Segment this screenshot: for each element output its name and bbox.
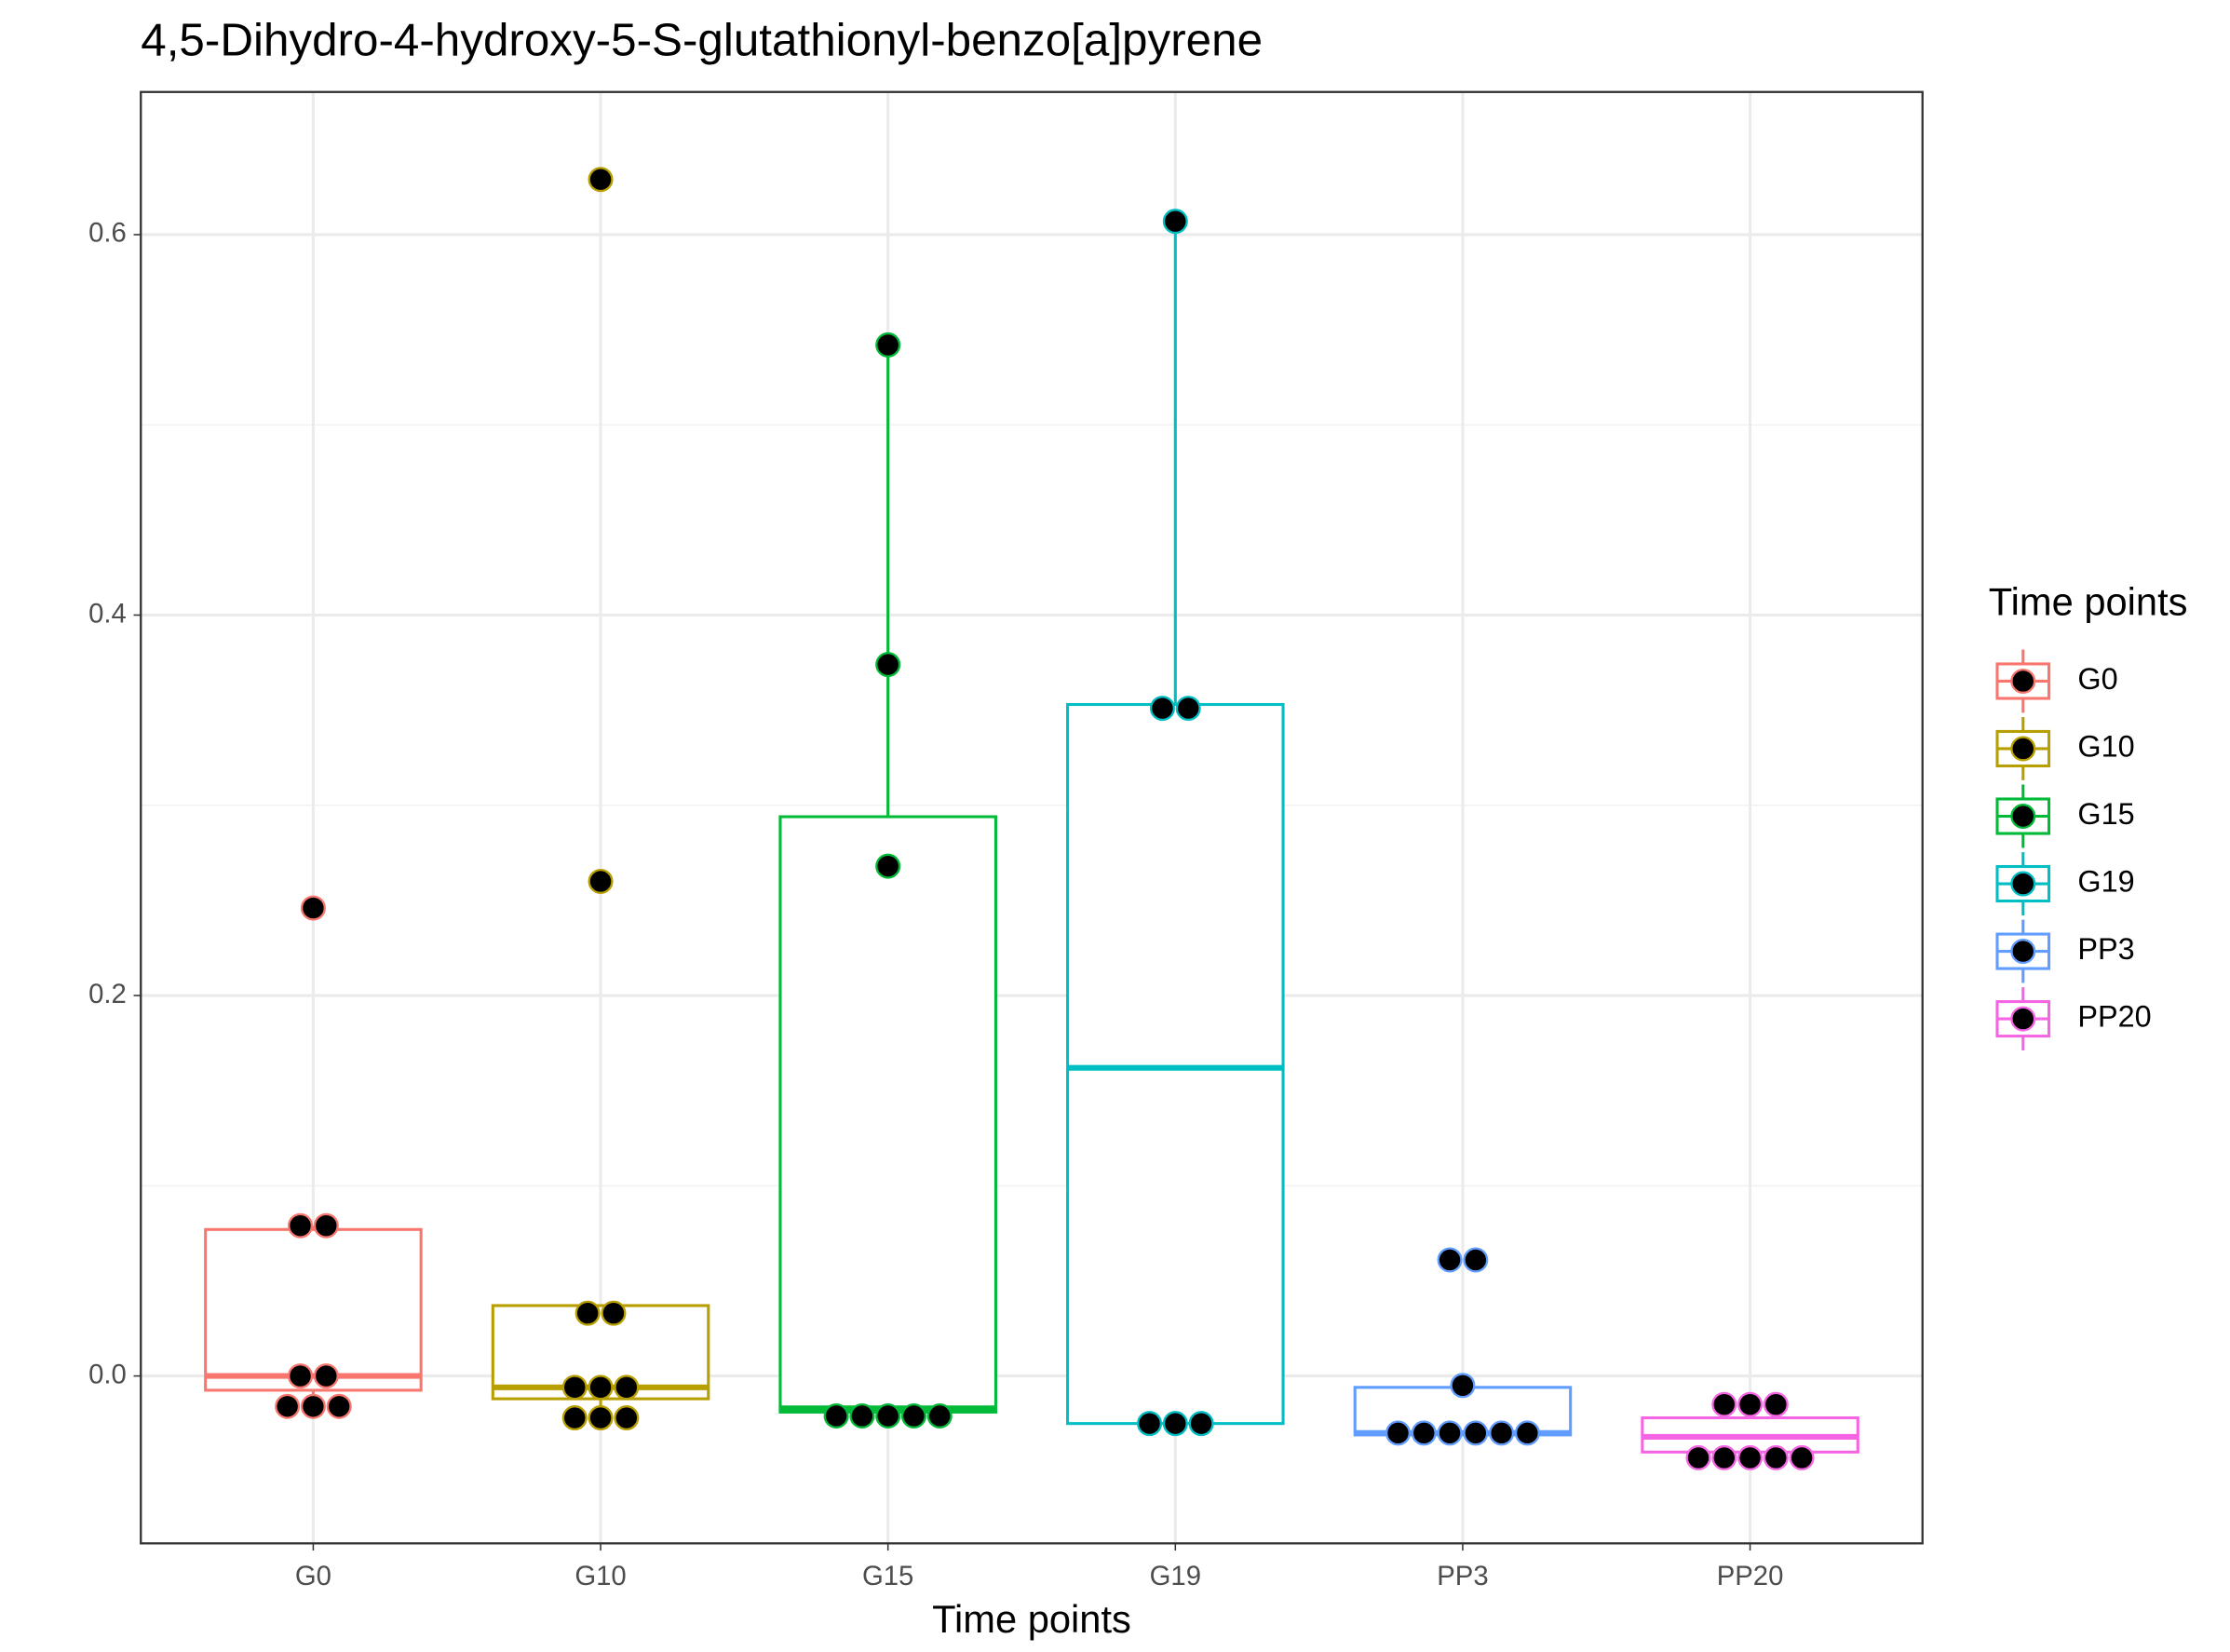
- y-tick-label: 0.4: [88, 598, 127, 629]
- data-point: [313, 1212, 339, 1239]
- data-point: [849, 1402, 875, 1429]
- data-point: [1489, 1420, 1515, 1446]
- box: [204, 1227, 423, 1392]
- data-point: [288, 1363, 314, 1389]
- legend-label: G10: [2077, 730, 2134, 764]
- y-tick-label: 0.0: [88, 1359, 127, 1389]
- data-point: [1463, 1247, 1489, 1273]
- data-point: [1711, 1391, 1737, 1417]
- data-point: [326, 1393, 352, 1419]
- data-point: [875, 1402, 901, 1429]
- data-point: [1411, 1420, 1437, 1446]
- data-point: [1463, 1420, 1489, 1446]
- data-point: [1514, 1420, 1540, 1446]
- data-point: [561, 1405, 588, 1431]
- x-axis-title: Time points: [932, 1597, 1131, 1641]
- data-point: [1437, 1420, 1463, 1446]
- y-tick-label: 0.6: [88, 218, 127, 249]
- data-point: [875, 332, 901, 358]
- data-point: [1385, 1420, 1412, 1446]
- x-tick-label: G19: [1150, 1561, 1201, 1591]
- data-point: [1175, 696, 1201, 722]
- data-point: [1137, 1411, 1163, 1437]
- data-point: [1711, 1444, 1737, 1470]
- legend-key-point: [2010, 871, 2036, 897]
- data-point: [1450, 1373, 1476, 1399]
- data-point: [1188, 1411, 1214, 1437]
- data-point: [1737, 1391, 1764, 1417]
- data-point: [823, 1402, 849, 1429]
- data-point: [1685, 1444, 1711, 1470]
- data-point: [601, 1300, 627, 1326]
- legend-key-point: [2010, 736, 2036, 762]
- box: [1066, 702, 1285, 1426]
- legend-label: PP3: [2077, 932, 2134, 966]
- legend-key-point: [2010, 804, 2036, 830]
- data-point: [1149, 696, 1175, 722]
- data-point: [288, 1212, 314, 1239]
- legend-key-point: [2010, 939, 2036, 965]
- legend-label: G0: [2077, 662, 2117, 696]
- data-point: [588, 1374, 614, 1401]
- data-point: [614, 1374, 640, 1401]
- legend-label: PP20: [2077, 1000, 2151, 1034]
- data-point: [900, 1402, 926, 1429]
- data-point: [300, 1393, 326, 1419]
- data-point: [1437, 1247, 1463, 1273]
- x-tick-label: G0: [295, 1561, 331, 1591]
- data-point: [875, 652, 901, 678]
- legend-label: G19: [2077, 865, 2134, 899]
- data-point: [588, 1405, 614, 1431]
- data-point: [561, 1374, 588, 1401]
- data-point: [313, 1363, 339, 1389]
- x-tick-label: G15: [862, 1561, 913, 1591]
- data-point: [1789, 1444, 1815, 1470]
- data-point: [1737, 1444, 1764, 1470]
- data-point: [574, 1300, 601, 1326]
- data-point: [1763, 1391, 1789, 1417]
- x-tick-label: PP3: [1437, 1561, 1488, 1591]
- y-tick-label: 0.2: [88, 979, 127, 1009]
- x-tick-label: PP20: [1717, 1561, 1784, 1591]
- x-tick-label: G10: [574, 1561, 626, 1591]
- data-point: [875, 853, 901, 879]
- data-point: [588, 868, 614, 894]
- legend-label: G15: [2077, 797, 2134, 831]
- chart-title: 4,5-Dihydro-4-hydroxy-5-S-glutathionyl-b…: [141, 14, 1263, 65]
- data-point: [1763, 1444, 1789, 1470]
- data-point: [926, 1402, 953, 1429]
- legend-key-point: [2010, 1006, 2036, 1032]
- data-point: [1162, 1411, 1188, 1437]
- legend-key-point: [2010, 668, 2036, 694]
- plot-border: [140, 90, 1924, 1545]
- data-point: [614, 1405, 640, 1431]
- legend-title: Time points: [1989, 580, 2188, 624]
- data-point: [275, 1393, 301, 1419]
- data-point: [1162, 209, 1188, 235]
- data-point: [588, 167, 614, 193]
- box: [778, 815, 997, 1414]
- data-point: [300, 895, 326, 921]
